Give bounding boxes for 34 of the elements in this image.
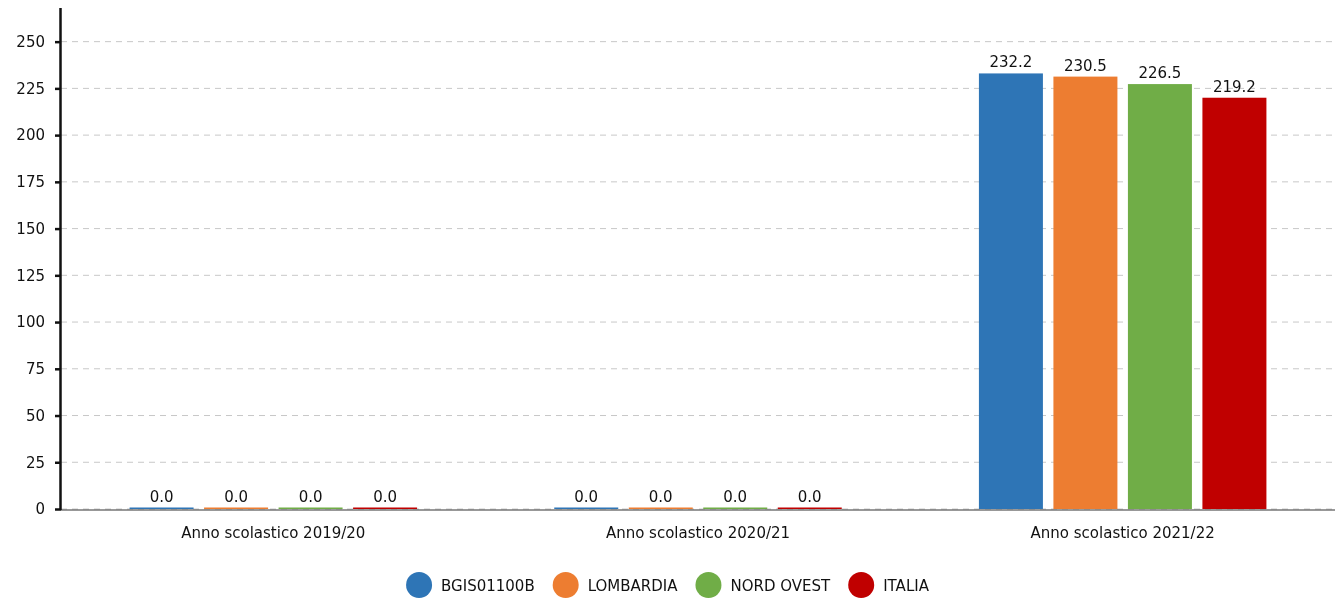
y-tick-label: 0 — [35, 500, 45, 519]
y-tick-label: 250 — [16, 32, 45, 51]
data-label: 0.0 — [149, 487, 174, 506]
y-tick-label: 150 — [16, 219, 45, 238]
y-tick-label: 75 — [25, 360, 45, 379]
y-tick-label: 25 — [25, 453, 45, 472]
bar — [1202, 97, 1267, 509]
legend-label: ITALIA — [883, 576, 930, 595]
data-label: 0.0 — [224, 487, 249, 506]
y-tick-label: 200 — [16, 126, 45, 145]
data-label: 0.0 — [648, 487, 673, 506]
legend-label: LOMBARDIA — [587, 576, 679, 595]
legend-label: BGIS01100B — [441, 576, 535, 595]
y-tick-label: 100 — [16, 313, 45, 332]
y-tick-label: 125 — [16, 266, 45, 285]
bar — [1127, 84, 1192, 509]
data-label: 0.0 — [797, 487, 822, 506]
data-label: 0.0 — [373, 487, 398, 506]
data-label: 219.2 — [1212, 77, 1256, 96]
data-label: 0.0 — [574, 487, 599, 506]
y-tick-label: 50 — [25, 406, 45, 425]
data-label: 230.5 — [1063, 56, 1107, 75]
bar — [978, 73, 1043, 509]
data-label: 226.5 — [1138, 64, 1182, 83]
bar — [1053, 76, 1118, 509]
legend-label: NORD OVEST — [730, 576, 832, 595]
x-tick-label: Anno scolastico 2020/21 — [605, 524, 791, 542]
data-label: 232.2 — [989, 53, 1033, 72]
x-tick-label: Anno scolastico 2021/22 — [1030, 524, 1215, 542]
x-tick-label: Anno scolastico 2019/20 — [181, 524, 366, 542]
y-tick-label: 225 — [16, 79, 45, 98]
data-label: 0.0 — [298, 487, 323, 506]
y-tick-label: 175 — [16, 173, 45, 192]
data-label: 0.0 — [723, 487, 748, 506]
